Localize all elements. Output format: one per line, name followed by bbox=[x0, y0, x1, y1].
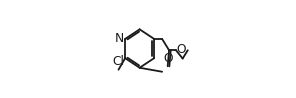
Text: N: N bbox=[115, 32, 124, 45]
Text: O: O bbox=[163, 52, 173, 65]
Text: O: O bbox=[176, 43, 186, 56]
Text: Cl: Cl bbox=[112, 55, 124, 68]
